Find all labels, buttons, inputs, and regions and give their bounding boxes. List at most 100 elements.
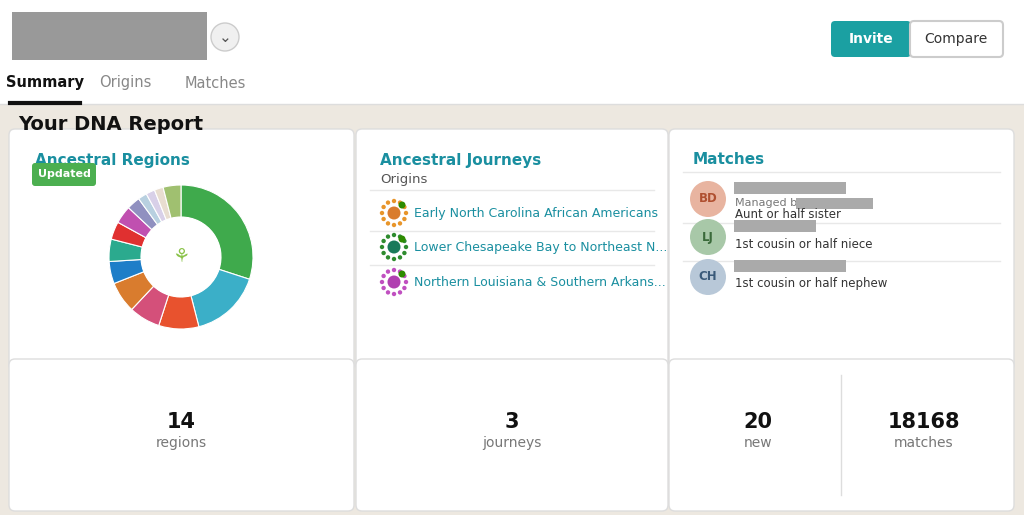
FancyBboxPatch shape	[32, 163, 96, 186]
Text: Northern Louisiana & Southern Arkans...: Northern Louisiana & Southern Arkans...	[414, 276, 666, 288]
Circle shape	[141, 217, 221, 297]
Text: journeys: journeys	[482, 436, 542, 450]
Circle shape	[690, 181, 726, 217]
Wedge shape	[181, 185, 253, 279]
FancyBboxPatch shape	[356, 129, 668, 371]
Circle shape	[690, 259, 726, 295]
Text: Ancestral Journeys: Ancestral Journeys	[380, 152, 542, 167]
Circle shape	[397, 290, 402, 295]
Text: Early North Carolina African Americans: Early North Carolina African Americans	[414, 207, 658, 219]
FancyBboxPatch shape	[734, 220, 816, 232]
Wedge shape	[146, 190, 166, 222]
Text: Ancestral Regions: Ancestral Regions	[35, 152, 189, 167]
Text: Origins: Origins	[98, 76, 152, 91]
Text: Summary: Summary	[6, 76, 84, 91]
Wedge shape	[155, 187, 171, 220]
Circle shape	[392, 223, 396, 227]
Circle shape	[402, 205, 407, 209]
Circle shape	[392, 233, 396, 237]
FancyBboxPatch shape	[9, 359, 354, 511]
Wedge shape	[163, 185, 181, 218]
Circle shape	[403, 280, 409, 284]
Circle shape	[397, 255, 402, 260]
Wedge shape	[118, 208, 152, 238]
Circle shape	[387, 207, 400, 219]
FancyBboxPatch shape	[669, 359, 1014, 511]
Wedge shape	[110, 260, 143, 283]
Circle shape	[386, 221, 390, 226]
FancyBboxPatch shape	[0, 104, 1024, 515]
Wedge shape	[109, 239, 142, 262]
Text: Compare: Compare	[925, 32, 987, 46]
Text: ⚘: ⚘	[172, 248, 189, 266]
Text: Your DNA Report: Your DNA Report	[18, 115, 203, 134]
Wedge shape	[112, 222, 146, 247]
Circle shape	[397, 234, 402, 239]
FancyBboxPatch shape	[12, 12, 207, 60]
Circle shape	[386, 269, 390, 274]
Text: new: new	[743, 436, 772, 450]
FancyBboxPatch shape	[734, 182, 846, 194]
Text: Matches: Matches	[184, 76, 246, 91]
Circle shape	[402, 286, 407, 290]
Circle shape	[381, 239, 386, 243]
Circle shape	[386, 255, 390, 260]
Circle shape	[392, 257, 396, 261]
Text: LJ: LJ	[702, 231, 714, 244]
Text: ⌄: ⌄	[219, 30, 231, 45]
Circle shape	[381, 274, 386, 278]
Circle shape	[380, 245, 384, 249]
Text: matches: matches	[894, 436, 953, 450]
FancyBboxPatch shape	[356, 359, 668, 511]
Circle shape	[211, 23, 239, 51]
Circle shape	[387, 276, 400, 288]
Circle shape	[690, 219, 726, 255]
Text: Lower Chesapeake Bay to Northeast N...: Lower Chesapeake Bay to Northeast N...	[414, 241, 668, 253]
Circle shape	[398, 201, 406, 209]
Text: 20: 20	[743, 412, 772, 432]
Circle shape	[402, 251, 407, 255]
FancyBboxPatch shape	[910, 21, 1002, 57]
Circle shape	[392, 292, 396, 296]
Circle shape	[397, 221, 402, 226]
Circle shape	[397, 200, 402, 205]
Text: 14: 14	[167, 412, 196, 432]
Circle shape	[381, 217, 386, 221]
FancyBboxPatch shape	[0, 60, 1024, 105]
Wedge shape	[159, 295, 199, 329]
Text: BD: BD	[698, 193, 718, 205]
FancyBboxPatch shape	[0, 0, 1024, 105]
Circle shape	[392, 268, 396, 272]
Circle shape	[386, 290, 390, 295]
Text: Invite: Invite	[849, 32, 893, 46]
Circle shape	[380, 280, 384, 284]
Circle shape	[402, 217, 407, 221]
Text: Origins: Origins	[380, 173, 427, 185]
Text: regions: regions	[156, 436, 207, 450]
Text: Matches: Matches	[693, 152, 765, 167]
Text: 18168: 18168	[888, 412, 961, 432]
FancyBboxPatch shape	[831, 21, 911, 57]
Circle shape	[386, 234, 390, 239]
Wedge shape	[114, 272, 154, 310]
FancyBboxPatch shape	[9, 129, 354, 371]
Circle shape	[392, 199, 396, 203]
Wedge shape	[190, 269, 250, 327]
Circle shape	[398, 270, 406, 278]
Text: 1st cousin or half niece: 1st cousin or half niece	[735, 237, 872, 250]
Text: 1st cousin or half nephew: 1st cousin or half nephew	[735, 278, 888, 290]
Circle shape	[386, 200, 390, 205]
Circle shape	[398, 235, 406, 243]
FancyBboxPatch shape	[796, 198, 873, 209]
Circle shape	[380, 211, 384, 215]
Circle shape	[403, 245, 409, 249]
Text: Updated: Updated	[38, 169, 90, 179]
Wedge shape	[129, 199, 158, 230]
Wedge shape	[132, 286, 169, 325]
Circle shape	[381, 251, 386, 255]
Text: Aunt or half sister: Aunt or half sister	[735, 208, 841, 220]
Text: Managed by: Managed by	[735, 198, 804, 208]
Circle shape	[403, 211, 409, 215]
Circle shape	[381, 205, 386, 209]
Text: 3: 3	[505, 412, 519, 432]
